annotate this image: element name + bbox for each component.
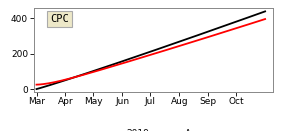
- Legend: 2019, Avg.: 2019, Avg.: [99, 125, 208, 131]
- Text: CPC: CPC: [50, 14, 69, 24]
